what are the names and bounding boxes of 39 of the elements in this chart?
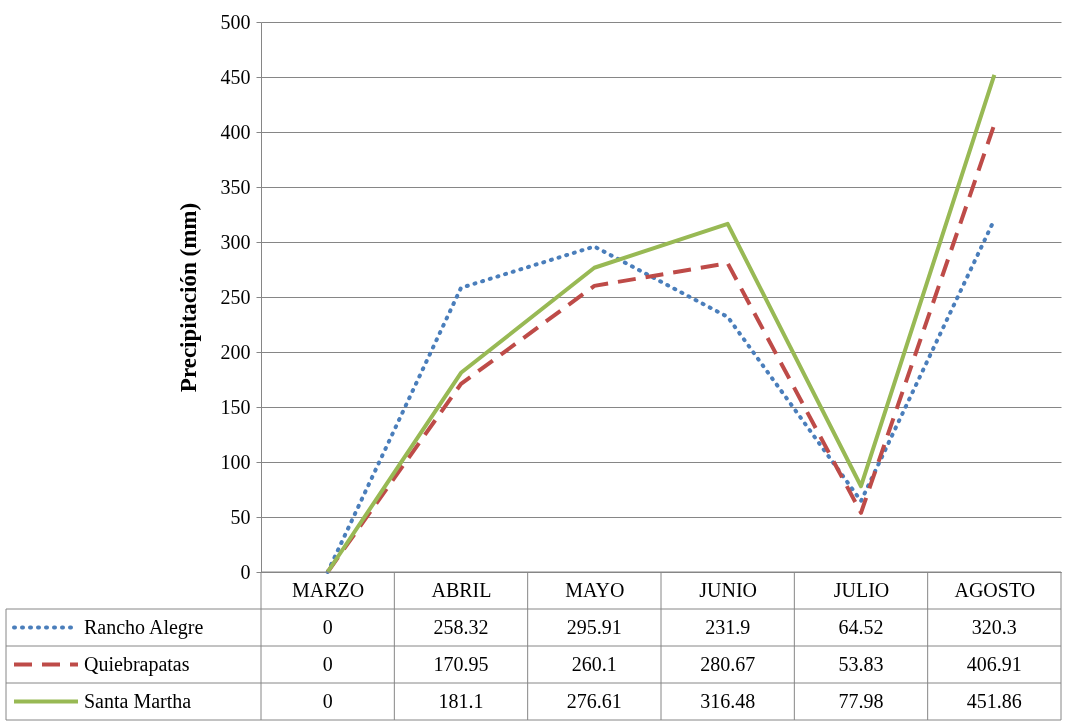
- x-tick-label: JUNIO: [699, 578, 758, 601]
- data-label: 451.86: [966, 689, 1022, 712]
- data-label: 181.1: [438, 689, 484, 712]
- data-label: 53.83: [838, 652, 884, 675]
- y-tick-label: 450: [220, 65, 251, 88]
- x-tick-label: MARZO: [292, 578, 365, 601]
- x-tick-label: JULIO: [833, 578, 890, 601]
- data-label: 260.1: [571, 652, 617, 675]
- legend-label: Quiebrapatas: [84, 652, 190, 676]
- data-label: 320.3: [971, 615, 1017, 638]
- x-tick-label: MAYO: [565, 578, 625, 601]
- data-label: 231.9: [705, 615, 751, 638]
- y-tick-label: 200: [220, 340, 251, 363]
- y-tick-label: 50: [230, 505, 251, 528]
- y-tick-label: 500: [220, 10, 251, 33]
- data-label: 0: [322, 615, 333, 638]
- data-label: 280.67: [700, 652, 756, 675]
- data-label: 316.48: [700, 689, 756, 712]
- y-tick-label: 150: [220, 395, 251, 418]
- y-tick-label: 250: [220, 285, 251, 308]
- y-tick-label: 100: [220, 450, 251, 473]
- y-tick-label: 0: [240, 560, 251, 583]
- data-label: 77.98: [838, 689, 884, 712]
- y-tick-label: 400: [220, 120, 251, 143]
- data-label: 64.52: [838, 615, 884, 638]
- data-label: 0: [322, 689, 333, 712]
- x-tick-label: ABRIL: [431, 578, 492, 601]
- data-label: 406.91: [966, 652, 1022, 675]
- legend-label: Rancho Alegre: [84, 615, 204, 639]
- data-label: 170.95: [433, 652, 489, 675]
- y-tick-label: 300: [220, 230, 251, 253]
- data-label: 0: [322, 652, 333, 675]
- data-label: 295.91: [566, 615, 622, 638]
- legend-label: Santa Martha: [84, 689, 192, 712]
- data-label: 258.32: [433, 615, 489, 638]
- y-axis-title: Precipitación (mm): [175, 202, 201, 393]
- y-tick-label: 350: [220, 175, 251, 198]
- x-tick-label: AGOSTO: [954, 578, 1036, 601]
- data-label: 276.61: [566, 689, 622, 712]
